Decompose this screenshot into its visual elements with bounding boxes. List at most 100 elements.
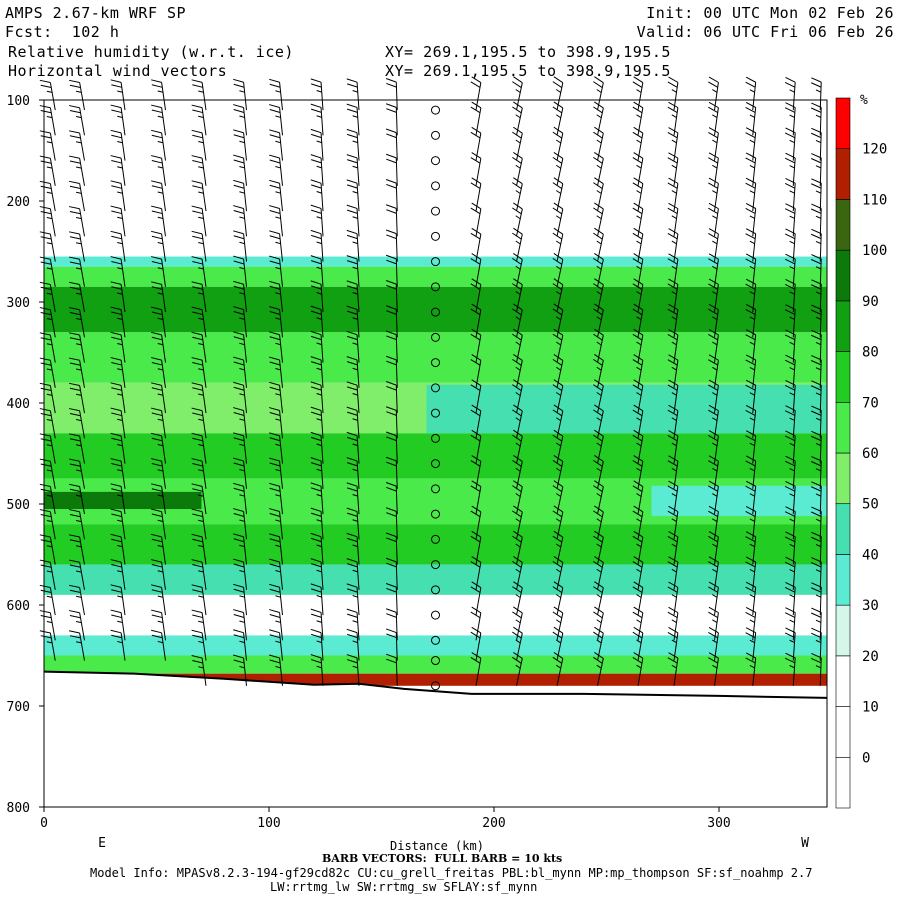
wind-barb-full bbox=[512, 156, 522, 164]
calm-wind-marker bbox=[431, 282, 440, 292]
wind-barb-full bbox=[811, 153, 822, 159]
wind-barb-full bbox=[594, 253, 604, 260]
wind-barb-half bbox=[352, 367, 358, 371]
wind-barb-half bbox=[198, 666, 204, 669]
wind-barb-full bbox=[385, 582, 397, 588]
wind-barb-full bbox=[708, 152, 719, 159]
wind-barb-full bbox=[471, 76, 482, 83]
rh-band bbox=[44, 256, 827, 267]
wind-barb-full bbox=[191, 357, 203, 361]
wind-barb-full bbox=[708, 510, 718, 518]
wind-barb-half bbox=[671, 417, 677, 421]
wind-barb-full bbox=[512, 656, 522, 664]
wind-barb-half bbox=[636, 341, 642, 346]
wind-barb-full bbox=[110, 180, 122, 184]
wind-barb-full bbox=[784, 284, 796, 290]
wind-barb-full bbox=[811, 254, 822, 260]
calm-wind-marker bbox=[431, 635, 440, 645]
wind-barb-full bbox=[470, 131, 481, 139]
wind-barb-full bbox=[346, 537, 358, 543]
wind-barb-half bbox=[671, 291, 677, 295]
wind-barb-full bbox=[269, 482, 280, 487]
wind-barb-half bbox=[239, 393, 245, 396]
calm-wind-marker bbox=[431, 181, 440, 191]
valid-time: Valid: 06 UTC Fri 06 Feb 26 bbox=[636, 23, 894, 41]
wind-barb-full bbox=[233, 205, 244, 209]
wind-barb-full bbox=[39, 231, 51, 235]
wind-barb-half bbox=[239, 640, 245, 644]
wind-barb-half bbox=[46, 166, 53, 169]
wind-barb-full bbox=[471, 505, 482, 513]
colorbar-segment bbox=[835, 655, 851, 707]
wind-barb-half bbox=[555, 215, 562, 220]
wind-barb-full bbox=[668, 354, 679, 361]
wind-barb-full bbox=[69, 387, 81, 391]
wind-barb-full bbox=[633, 278, 644, 285]
wind-barb-full bbox=[111, 564, 122, 568]
wind-barb-half bbox=[46, 318, 53, 321]
wind-barb-half bbox=[46, 343, 53, 346]
wind-barb-full bbox=[470, 631, 481, 639]
model-title: AMPS 2.67-km WRF SP bbox=[5, 4, 187, 22]
rh-band bbox=[44, 524, 827, 565]
colorbar-segment bbox=[835, 148, 851, 200]
wind-barb-full bbox=[191, 129, 203, 134]
wind-barb-half bbox=[316, 620, 322, 623]
wind-barb-full bbox=[310, 537, 322, 543]
wind-barb-full bbox=[632, 561, 643, 568]
wind-barb-full bbox=[668, 556, 679, 563]
wind-barb-half bbox=[815, 139, 822, 144]
wind-barb-full bbox=[745, 157, 756, 164]
wind-barb-full bbox=[708, 354, 719, 361]
wind-barb-full bbox=[811, 203, 822, 209]
wind-barb-half bbox=[117, 595, 123, 598]
wind-barb-full bbox=[513, 253, 523, 260]
wind-barb-full bbox=[191, 256, 203, 260]
wind-barb-full bbox=[633, 626, 644, 634]
wind-barb-full bbox=[110, 584, 122, 588]
wind-barb-full bbox=[668, 480, 679, 487]
wind-barb-full bbox=[708, 430, 719, 437]
wind-barb-half bbox=[316, 115, 322, 118]
wind-barb-full bbox=[386, 284, 397, 290]
wind-barb-full bbox=[68, 231, 80, 235]
wind-barb-full bbox=[594, 455, 604, 462]
wind-barb-half bbox=[555, 341, 562, 346]
wind-barb-half bbox=[515, 442, 521, 447]
wind-barb-full bbox=[553, 76, 564, 84]
wind-barb-full bbox=[69, 312, 81, 316]
wind-barb-full bbox=[151, 160, 163, 164]
wind-barb-half bbox=[46, 267, 53, 270]
wind-barb-full bbox=[346, 108, 358, 113]
wind-barb-full bbox=[310, 406, 322, 411]
wind-barb-full bbox=[785, 607, 796, 613]
wind-barb-half bbox=[275, 342, 281, 346]
wind-barb-full bbox=[552, 358, 563, 366]
wind-barb-half bbox=[275, 191, 281, 194]
wind-barb-half bbox=[749, 265, 755, 270]
wind-barb-full bbox=[346, 280, 358, 285]
wind-barb-full bbox=[593, 611, 603, 619]
wind-barb-full bbox=[346, 154, 358, 159]
wind-barb-full bbox=[784, 309, 796, 315]
wind-barb-full bbox=[785, 531, 796, 538]
wind-barb-half bbox=[76, 217, 82, 220]
wind-barb-full bbox=[471, 429, 482, 437]
wind-barb-full bbox=[553, 101, 564, 109]
wind-barb-full bbox=[69, 286, 81, 290]
wind-barb-full bbox=[668, 627, 679, 634]
wind-barb-full bbox=[811, 481, 822, 487]
wind-barb-full bbox=[633, 404, 644, 412]
wind-barb-full bbox=[310, 108, 322, 113]
wind-barb-full bbox=[151, 235, 163, 240]
wind-barb-half bbox=[636, 164, 642, 169]
wind-barb-half bbox=[46, 292, 53, 295]
wind-barb-half bbox=[117, 640, 123, 644]
wind-barb-full bbox=[110, 432, 122, 437]
wind-barb-half bbox=[749, 341, 755, 346]
wind-barb-half bbox=[815, 665, 822, 669]
wind-barb-full bbox=[233, 513, 245, 517]
wind-barb-full bbox=[346, 659, 358, 664]
wind-barb-half bbox=[352, 468, 358, 472]
wind-barb-half bbox=[515, 619, 521, 624]
